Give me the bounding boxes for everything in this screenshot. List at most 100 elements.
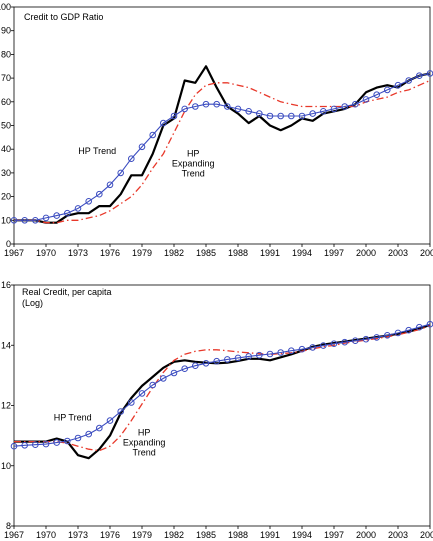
series-point [309, 110, 317, 117]
x-tick-label: 1988 [228, 530, 248, 540]
real-credit-panel: Real Credit, per capita (Log) 1967 1970 19… [1, 280, 433, 540]
y-tick-label: 90 [1, 26, 11, 36]
credit-to-gdp-panel: Credit to GDP Ratio 1967 1970 1973 1976 1979… [0, 2, 433, 258]
y-tick-label: 100 [0, 2, 11, 12]
series-point [170, 369, 178, 377]
x-tick-label: 2003 [388, 530, 408, 540]
x-tick-label: 2003 [388, 248, 408, 258]
series-point [266, 112, 274, 120]
annotation-line: Expanding [123, 438, 166, 448]
annotation-line: HP [187, 148, 200, 158]
series-point [330, 105, 338, 113]
series-point [160, 375, 167, 382]
series-point [256, 351, 263, 359]
y-axis-ticks: 0 10 20 30 40 50 60 70 80 90 100 [0, 2, 14, 249]
x-tick-label: 1991 [260, 530, 280, 540]
series-point [341, 338, 349, 346]
series-point [213, 100, 220, 108]
series-point [224, 103, 231, 110]
annotation-line: Trend [182, 168, 205, 178]
series-point [405, 77, 413, 84]
annotation-hp-expanding: HP Expanding Trend [172, 148, 215, 178]
y-tick-label: 30 [1, 168, 11, 178]
series-point [85, 430, 92, 438]
series-line-black [14, 65, 431, 224]
annotation-line: HP Trend [78, 146, 116, 156]
series-point [277, 112, 285, 120]
series-point [192, 362, 199, 370]
x-tick-label: 1997 [324, 530, 344, 540]
series-point [234, 105, 242, 113]
series-point [394, 81, 402, 89]
series-point [74, 205, 82, 212]
series-point [256, 110, 263, 117]
series-point [288, 347, 295, 355]
series-point [352, 337, 359, 345]
series-point [341, 103, 349, 110]
series-layer [10, 320, 433, 460]
plot-frame [13, 6, 431, 245]
chart-subtitle: (Log) [22, 298, 43, 308]
y-tick-label: 50 [1, 121, 11, 131]
series-point [320, 108, 327, 115]
x-tick-label: 1994 [292, 530, 312, 540]
y-tick-label: 8 [6, 521, 11, 531]
y-tick-label: 10 [1, 461, 11, 471]
x-tick-label: 1967 [4, 530, 24, 540]
series-point [394, 329, 402, 337]
series-point [106, 181, 114, 189]
series-point [192, 103, 199, 110]
series-line-blue [14, 72, 431, 221]
y-tick-label: 14 [1, 340, 11, 350]
x-tick-label: 1985 [196, 248, 216, 258]
series-point [266, 350, 274, 358]
chart-title: Real Credit, per capita [22, 287, 112, 297]
series-point [181, 105, 188, 113]
series-point [384, 332, 391, 339]
chart-title: Credit to GDP Ratio [24, 12, 103, 22]
series-point [373, 91, 381, 98]
series-point [352, 100, 359, 108]
x-tick-label: 1991 [260, 248, 280, 258]
series-point [138, 390, 146, 397]
series-point [384, 86, 391, 94]
series-point [245, 353, 252, 360]
x-tick-label: 1970 [36, 530, 56, 540]
series-point [106, 417, 114, 424]
x-axis-ticks: 1967 1970 1973 1976 1979 1982 1985 1988 1991 1994… [4, 244, 433, 258]
series-point [245, 108, 252, 115]
series-point [170, 112, 178, 120]
x-tick-label: 2000 [356, 530, 376, 540]
x-tick-label: 1982 [164, 530, 184, 540]
x-tick-label: 1994 [292, 248, 312, 258]
series-point [416, 323, 423, 331]
series-point [42, 214, 50, 222]
series-line-red-dashed [14, 325, 431, 452]
y-tick-label: 70 [1, 73, 11, 83]
series-point [10, 442, 18, 450]
series-point [149, 381, 156, 389]
series-point [64, 437, 71, 445]
series-point [160, 119, 167, 127]
series-point [128, 155, 135, 162]
x-tick-label: 1967 [4, 248, 24, 258]
series-point [85, 198, 92, 205]
x-tick-label: 1976 [100, 248, 120, 258]
x-tick-label: 1985 [196, 530, 216, 540]
series-point [288, 112, 295, 120]
y-tick-label: 80 [1, 49, 11, 59]
series-point [32, 441, 39, 449]
x-tick-label: 2006 [420, 530, 433, 540]
x-tick-label: 1988 [228, 248, 248, 258]
series-point [213, 357, 220, 365]
series-point [53, 439, 61, 446]
series-point [117, 408, 124, 415]
y-axis-ticks: 8 10 12 14 16 [1, 280, 14, 531]
y-tick-label: 40 [1, 144, 11, 154]
series-point [128, 399, 135, 406]
series-point [309, 344, 317, 351]
x-axis-ticks: 1967 1970 1973 1976 1979 1982 1985 1988 1991 1994… [4, 526, 433, 540]
series-point [298, 112, 306, 120]
